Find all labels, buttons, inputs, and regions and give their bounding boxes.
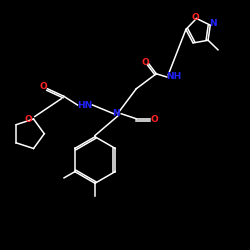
Text: N: N — [112, 108, 120, 118]
Text: HN: HN — [78, 100, 92, 110]
Text: O: O — [142, 58, 150, 67]
Text: O: O — [150, 116, 158, 124]
Text: O: O — [40, 82, 48, 91]
Text: NH: NH — [166, 72, 182, 81]
Text: N: N — [210, 20, 217, 28]
Text: O: O — [191, 13, 199, 22]
Text: O: O — [25, 115, 32, 124]
